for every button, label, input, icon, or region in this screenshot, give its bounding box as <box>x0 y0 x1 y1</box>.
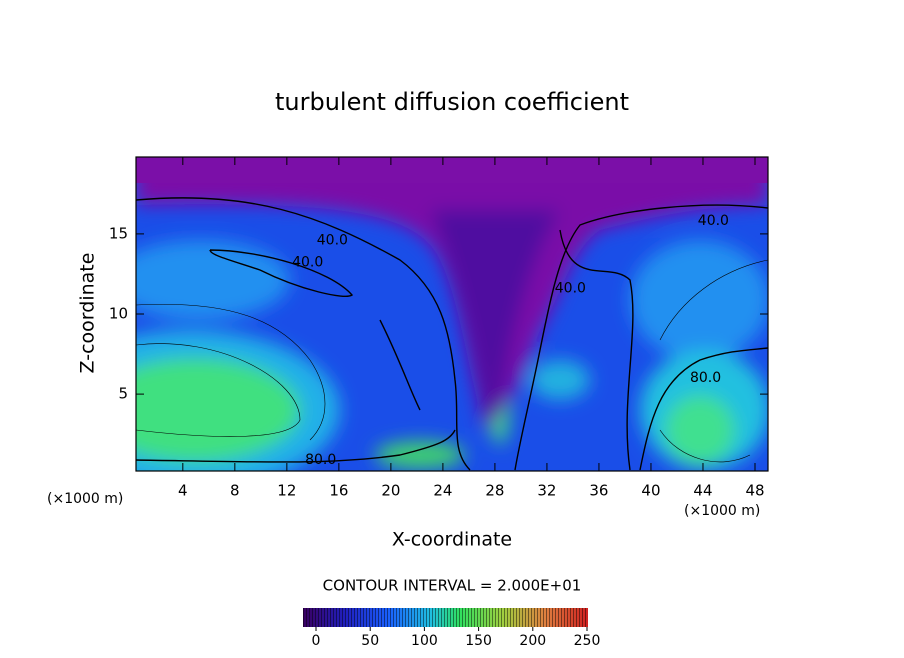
x-tick-label: 28 <box>485 482 504 500</box>
colorbar-tick-label: 50 <box>361 633 379 649</box>
x-tick-label: 20 <box>381 482 400 500</box>
contour-label: 40.0 <box>555 280 586 296</box>
x-tick-label: 48 <box>745 482 764 500</box>
colorbar-tick-label: 100 <box>411 633 438 649</box>
colorbar-tick-label: 250 <box>574 633 601 649</box>
contour-label: 80.0 <box>305 452 336 468</box>
colorbar-stripes <box>303 608 588 627</box>
x-tick-label: 44 <box>693 482 712 500</box>
contour-label: 80.0 <box>690 370 721 386</box>
y-axis-title: Z-coordinate <box>77 253 99 374</box>
x-tick-label: 40 <box>641 482 660 500</box>
colorbar-tick-label: 0 <box>312 633 321 649</box>
field <box>136 157 768 471</box>
x-unit-label: (×1000 m) <box>684 503 760 519</box>
contour-interval: CONTOUR INTERVAL = 2.000E+01 <box>323 577 582 595</box>
contour-label: 40.0 <box>292 255 323 271</box>
x-tick-label: 24 <box>433 482 452 500</box>
x-tick-label: 4 <box>178 482 188 500</box>
y-tick-label: 5 <box>118 385 128 403</box>
y-tick-label: 10 <box>109 305 128 323</box>
colorbar-tick-label: 200 <box>519 633 546 649</box>
x-unit-label: (×1000 m) <box>47 491 123 507</box>
y-tick-label: 15 <box>109 224 128 242</box>
x-tick-label: 16 <box>329 482 348 500</box>
colorbar-tick-label: 150 <box>465 633 492 649</box>
contour-label: 40.0 <box>317 232 348 248</box>
contour-label: 40.0 <box>698 213 729 229</box>
x-tick-label: 32 <box>537 482 556 500</box>
x-tick-label: 12 <box>277 482 296 500</box>
chart-title: turbulent diffusion coefficient <box>275 88 629 116</box>
x-tick-label: 8 <box>230 482 240 500</box>
x-axis-title: X-coordinate <box>392 529 512 551</box>
x-tick-label: 36 <box>589 482 608 500</box>
